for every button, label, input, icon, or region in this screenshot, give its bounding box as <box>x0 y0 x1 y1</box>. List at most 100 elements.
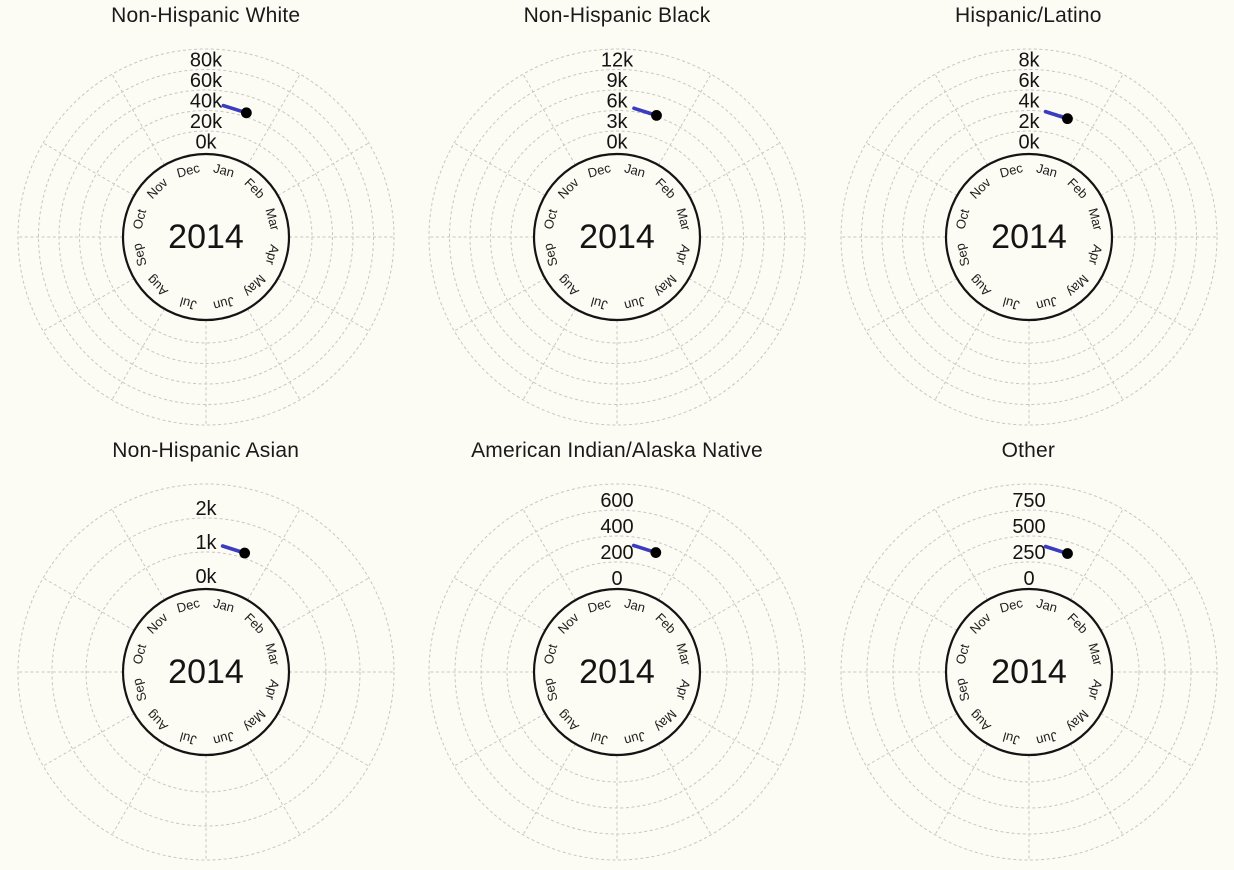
angular-gridline <box>1069 73 1124 166</box>
angular-gridline <box>247 743 301 836</box>
month-label: Apr <box>674 678 694 702</box>
month-label: Jul <box>178 294 198 313</box>
polar-chart-cell-nh-asian: 0k 1k 2k Jan Feb Mar Apr May Jun Jul Aug Sep Oct Nov D… <box>0 435 411 870</box>
angular-gridline <box>277 713 370 767</box>
month-label: Mar <box>674 641 694 667</box>
radial-tick-label: 12k <box>601 50 634 72</box>
month-label: Oct <box>541 207 561 231</box>
polar-chart-cell-hispanic-latino: 0k 2k 4k 6k 8k Jan Feb Mar Apr May Jun Jul Aug Sep Oct… <box>823 0 1234 435</box>
angular-gridline <box>454 142 546 196</box>
month-label: Jan <box>623 595 647 615</box>
month-ring <box>121 587 291 757</box>
angular-gridline <box>1100 278 1192 332</box>
angular-gridline <box>865 577 958 631</box>
month-label: Oct <box>129 207 149 231</box>
radial-gridline <box>901 110 1156 364</box>
month-label: Dec <box>998 160 1025 181</box>
month-label: Jul <box>178 729 198 748</box>
radial-gridline <box>428 48 806 426</box>
angular-gridline <box>277 577 370 631</box>
month-label: Oct <box>952 642 972 666</box>
month-label: Apr <box>263 243 283 267</box>
angular-gridline <box>277 278 370 332</box>
angular-gridline <box>688 577 781 631</box>
radial-tick-label: 250 <box>1012 542 1045 564</box>
radial-gridline <box>17 48 395 426</box>
polar-plot-nh-asian: 0k1k2kJanFebMarAprMayJunJulAugSepOctNovD… <box>17 483 395 861</box>
month-ring <box>944 587 1113 757</box>
radial-tick-label: 500 <box>1012 516 1045 538</box>
radial-gridline <box>38 69 374 405</box>
radial-tick-label: 0 <box>1023 568 1034 590</box>
radial-gridline <box>490 110 745 364</box>
month-label: Jul <box>1001 729 1021 748</box>
chart-title: Non-Hispanic Black <box>523 4 711 27</box>
angular-gridline <box>42 577 135 631</box>
radial-gridline <box>85 551 327 793</box>
radial-gridline <box>860 69 1197 405</box>
radial-gridline <box>881 89 1177 385</box>
radial-tick-label: 0k <box>1018 132 1040 154</box>
radial-tick-label: 0k <box>195 566 217 588</box>
angular-gridline <box>865 142 958 196</box>
radial-tick-label: 750 <box>1012 490 1045 512</box>
angular-gridline <box>522 308 577 401</box>
polar-plot-hispanic-latino: 0k2k4k6k8kJanFebMarAprMayJunJulAugSepOct… <box>840 48 1218 426</box>
month-label: Jan <box>212 160 236 180</box>
month-ring <box>533 152 702 322</box>
radial-gridline <box>840 48 1218 426</box>
radial-tick-label: 9k <box>607 70 629 92</box>
angular-gridline <box>42 142 135 196</box>
month-label: Dec <box>175 595 202 616</box>
month-label: Jun <box>212 294 236 314</box>
angular-gridline <box>865 278 958 332</box>
month-label: Mar <box>1085 206 1105 232</box>
radial-gridline <box>99 130 313 344</box>
month-label: Jun <box>1034 729 1058 749</box>
month-label: Apr <box>1085 678 1105 702</box>
month-label: Mar <box>1085 641 1105 667</box>
year-label: 2014 <box>168 653 244 691</box>
radial-tick-label: 60k <box>190 70 223 92</box>
current-point-dot <box>1061 548 1073 559</box>
month-ring <box>533 587 702 757</box>
month-label: Sep <box>129 242 149 268</box>
month-label: Oct <box>541 642 561 666</box>
month-label: Mar <box>674 206 694 232</box>
polar-chart-cell-american-indian-alaska-native: 0 200 400 600 Jan Feb Mar Apr May Jun Jul Aug Sep Oct… <box>411 435 822 870</box>
angular-gridline <box>934 73 988 166</box>
angular-gridline <box>522 73 577 166</box>
month-label: Jun <box>212 729 236 749</box>
month-label: Sep <box>952 242 972 268</box>
radial-gridline <box>428 483 806 861</box>
month-label: Jan <box>1034 160 1058 180</box>
year-label: 2014 <box>580 218 656 256</box>
radial-gridline <box>469 89 765 385</box>
radial-tick-label: 80k <box>190 50 223 72</box>
angular-gridline <box>454 713 546 767</box>
radial-tick-label: 4k <box>1018 91 1040 113</box>
radial-gridline <box>480 535 754 809</box>
angular-gridline <box>865 713 958 767</box>
month-label: Sep <box>952 677 972 703</box>
month-ring <box>121 152 291 322</box>
month-label: Jul <box>1001 294 1021 313</box>
angular-gridline <box>277 142 370 196</box>
month-label: Jan <box>212 595 236 615</box>
radial-gridline <box>79 110 333 364</box>
angular-gridline <box>42 278 135 332</box>
angular-gridline <box>247 308 301 401</box>
angular-gridline <box>111 308 165 401</box>
month-label: Dec <box>586 160 613 181</box>
month-label: Jul <box>589 729 609 748</box>
month-label: Sep <box>540 242 560 268</box>
polar-plot-nh-white: 0k20k40k60k80kJanFebMarAprMayJunJulAugSe… <box>17 48 395 426</box>
radial-gridline <box>892 535 1166 809</box>
radial-gridline <box>866 509 1192 835</box>
angular-gridline <box>658 73 712 166</box>
angular-gridline <box>1100 713 1192 767</box>
current-point-dot <box>650 547 662 558</box>
year-label: 2014 <box>580 653 656 691</box>
month-label: Jun <box>623 729 647 749</box>
